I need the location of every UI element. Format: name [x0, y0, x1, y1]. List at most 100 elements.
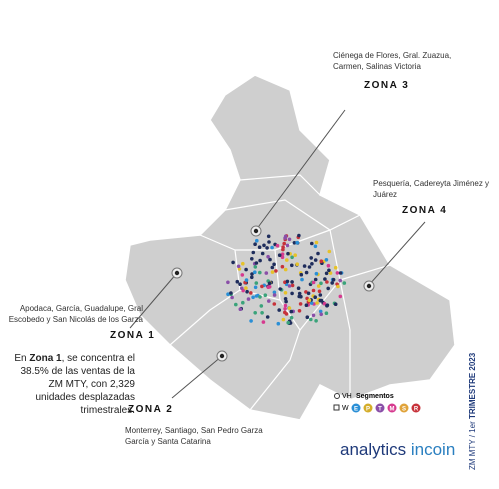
unit-dot — [317, 289, 322, 294]
unit-dot — [316, 251, 320, 256]
unit-dot — [235, 279, 240, 284]
unit-dot — [270, 245, 274, 250]
unit-dot — [290, 280, 294, 284]
unit-dot — [330, 281, 335, 285]
zone-2-description: Monterrey, Santiago, San Pedro Garza Gar… — [125, 426, 263, 446]
unit-dot — [245, 289, 249, 294]
unit-dot — [249, 319, 253, 323]
unit-dot — [310, 241, 314, 246]
zone-4-description: Pesquería, Cadereyta Jiménez y Juárez — [373, 179, 490, 199]
unit-dot — [313, 277, 318, 282]
logo: analytics incoin — [340, 440, 455, 460]
period-label: ZM MTY / 1er TRIMESTRE 2023 — [468, 353, 477, 470]
unit-dot — [299, 272, 304, 277]
unit-dot — [251, 250, 256, 255]
unit-dot — [295, 262, 300, 267]
unit-dot — [289, 315, 294, 320]
unit-dot — [268, 257, 272, 262]
unit-dot — [326, 286, 331, 291]
segment-swatch — [351, 403, 361, 413]
segment-label: M — [390, 407, 395, 413]
zone-markers — [171, 225, 375, 362]
unit-dot — [274, 269, 278, 273]
unit-dot — [283, 297, 288, 301]
unit-dot — [333, 302, 338, 307]
unit-dot — [309, 301, 314, 305]
unit-dot — [323, 277, 327, 281]
unit-dot — [275, 243, 280, 248]
unit-dot — [306, 291, 311, 296]
unit-dot — [282, 241, 287, 246]
unit-dot — [260, 311, 264, 315]
unit-dot — [283, 234, 288, 239]
unit-dot — [238, 282, 242, 287]
unit-dot — [270, 270, 275, 274]
unit-dot — [286, 251, 290, 256]
logo-a: analytics — [340, 440, 407, 459]
unit-dot — [257, 245, 262, 249]
unit-dot — [250, 272, 254, 276]
unit-dot — [298, 302, 303, 306]
unit-dot — [281, 245, 285, 249]
unit-dot — [280, 264, 285, 269]
unit-dot — [290, 263, 294, 268]
unit-dot — [265, 246, 269, 250]
unit-dot — [285, 258, 289, 262]
zone-1-title: ZONA 1 — [110, 330, 156, 341]
unit-dot — [283, 310, 287, 315]
unit-dot — [272, 290, 277, 295]
unit-dot — [283, 267, 288, 272]
unit-dot — [254, 261, 259, 265]
unit-dot — [287, 284, 292, 288]
segment-swatch — [375, 403, 385, 413]
unit-dot — [313, 295, 318, 300]
unit-dot — [322, 301, 327, 306]
unit-dot — [278, 287, 283, 291]
unit-dot — [258, 258, 262, 263]
segment-label: E — [354, 407, 358, 413]
unit-dot — [261, 320, 266, 324]
unit-dot — [277, 308, 282, 312]
unit-dot — [327, 249, 332, 254]
unit-dot — [250, 257, 254, 261]
unit-dot — [285, 279, 290, 284]
unit-dot — [258, 270, 262, 275]
unit-dot — [331, 277, 336, 282]
legend: VH Segmentos W E P T M S R — [333, 393, 421, 413]
unit-dot — [309, 256, 314, 260]
unit-dot — [295, 240, 300, 245]
unit-dot — [286, 320, 291, 325]
unit-dot — [324, 258, 329, 262]
segment-swatch — [411, 403, 421, 413]
unit-dot — [272, 293, 277, 297]
segment-label: T — [378, 407, 382, 413]
unit-dot — [253, 242, 257, 246]
metro-area — [124, 74, 456, 421]
unit-dot — [281, 317, 286, 322]
unit-dot — [324, 271, 329, 276]
unit-dot — [240, 273, 245, 277]
unit-dot — [297, 291, 302, 296]
unit-dot — [342, 281, 347, 285]
unit-dot — [314, 271, 319, 276]
unit-dot — [238, 307, 243, 312]
unit-dot — [253, 265, 258, 269]
unit-dot — [289, 309, 294, 314]
segment-swatch — [399, 403, 409, 413]
unit-dot — [310, 262, 314, 266]
unit-dot — [325, 280, 329, 284]
unit-dot — [280, 255, 285, 260]
unit-dot — [326, 263, 331, 268]
unit-dot — [336, 284, 340, 289]
unit-dot — [251, 295, 255, 300]
unit-dot — [254, 238, 259, 243]
unit-dot — [230, 295, 234, 300]
unit-dot — [285, 243, 290, 248]
unit-dot — [318, 309, 323, 314]
unit-dot — [314, 240, 319, 245]
unit-dot — [259, 304, 264, 308]
unit-dot — [231, 260, 235, 265]
unit-dot — [287, 237, 292, 242]
unit-dot — [241, 261, 245, 266]
